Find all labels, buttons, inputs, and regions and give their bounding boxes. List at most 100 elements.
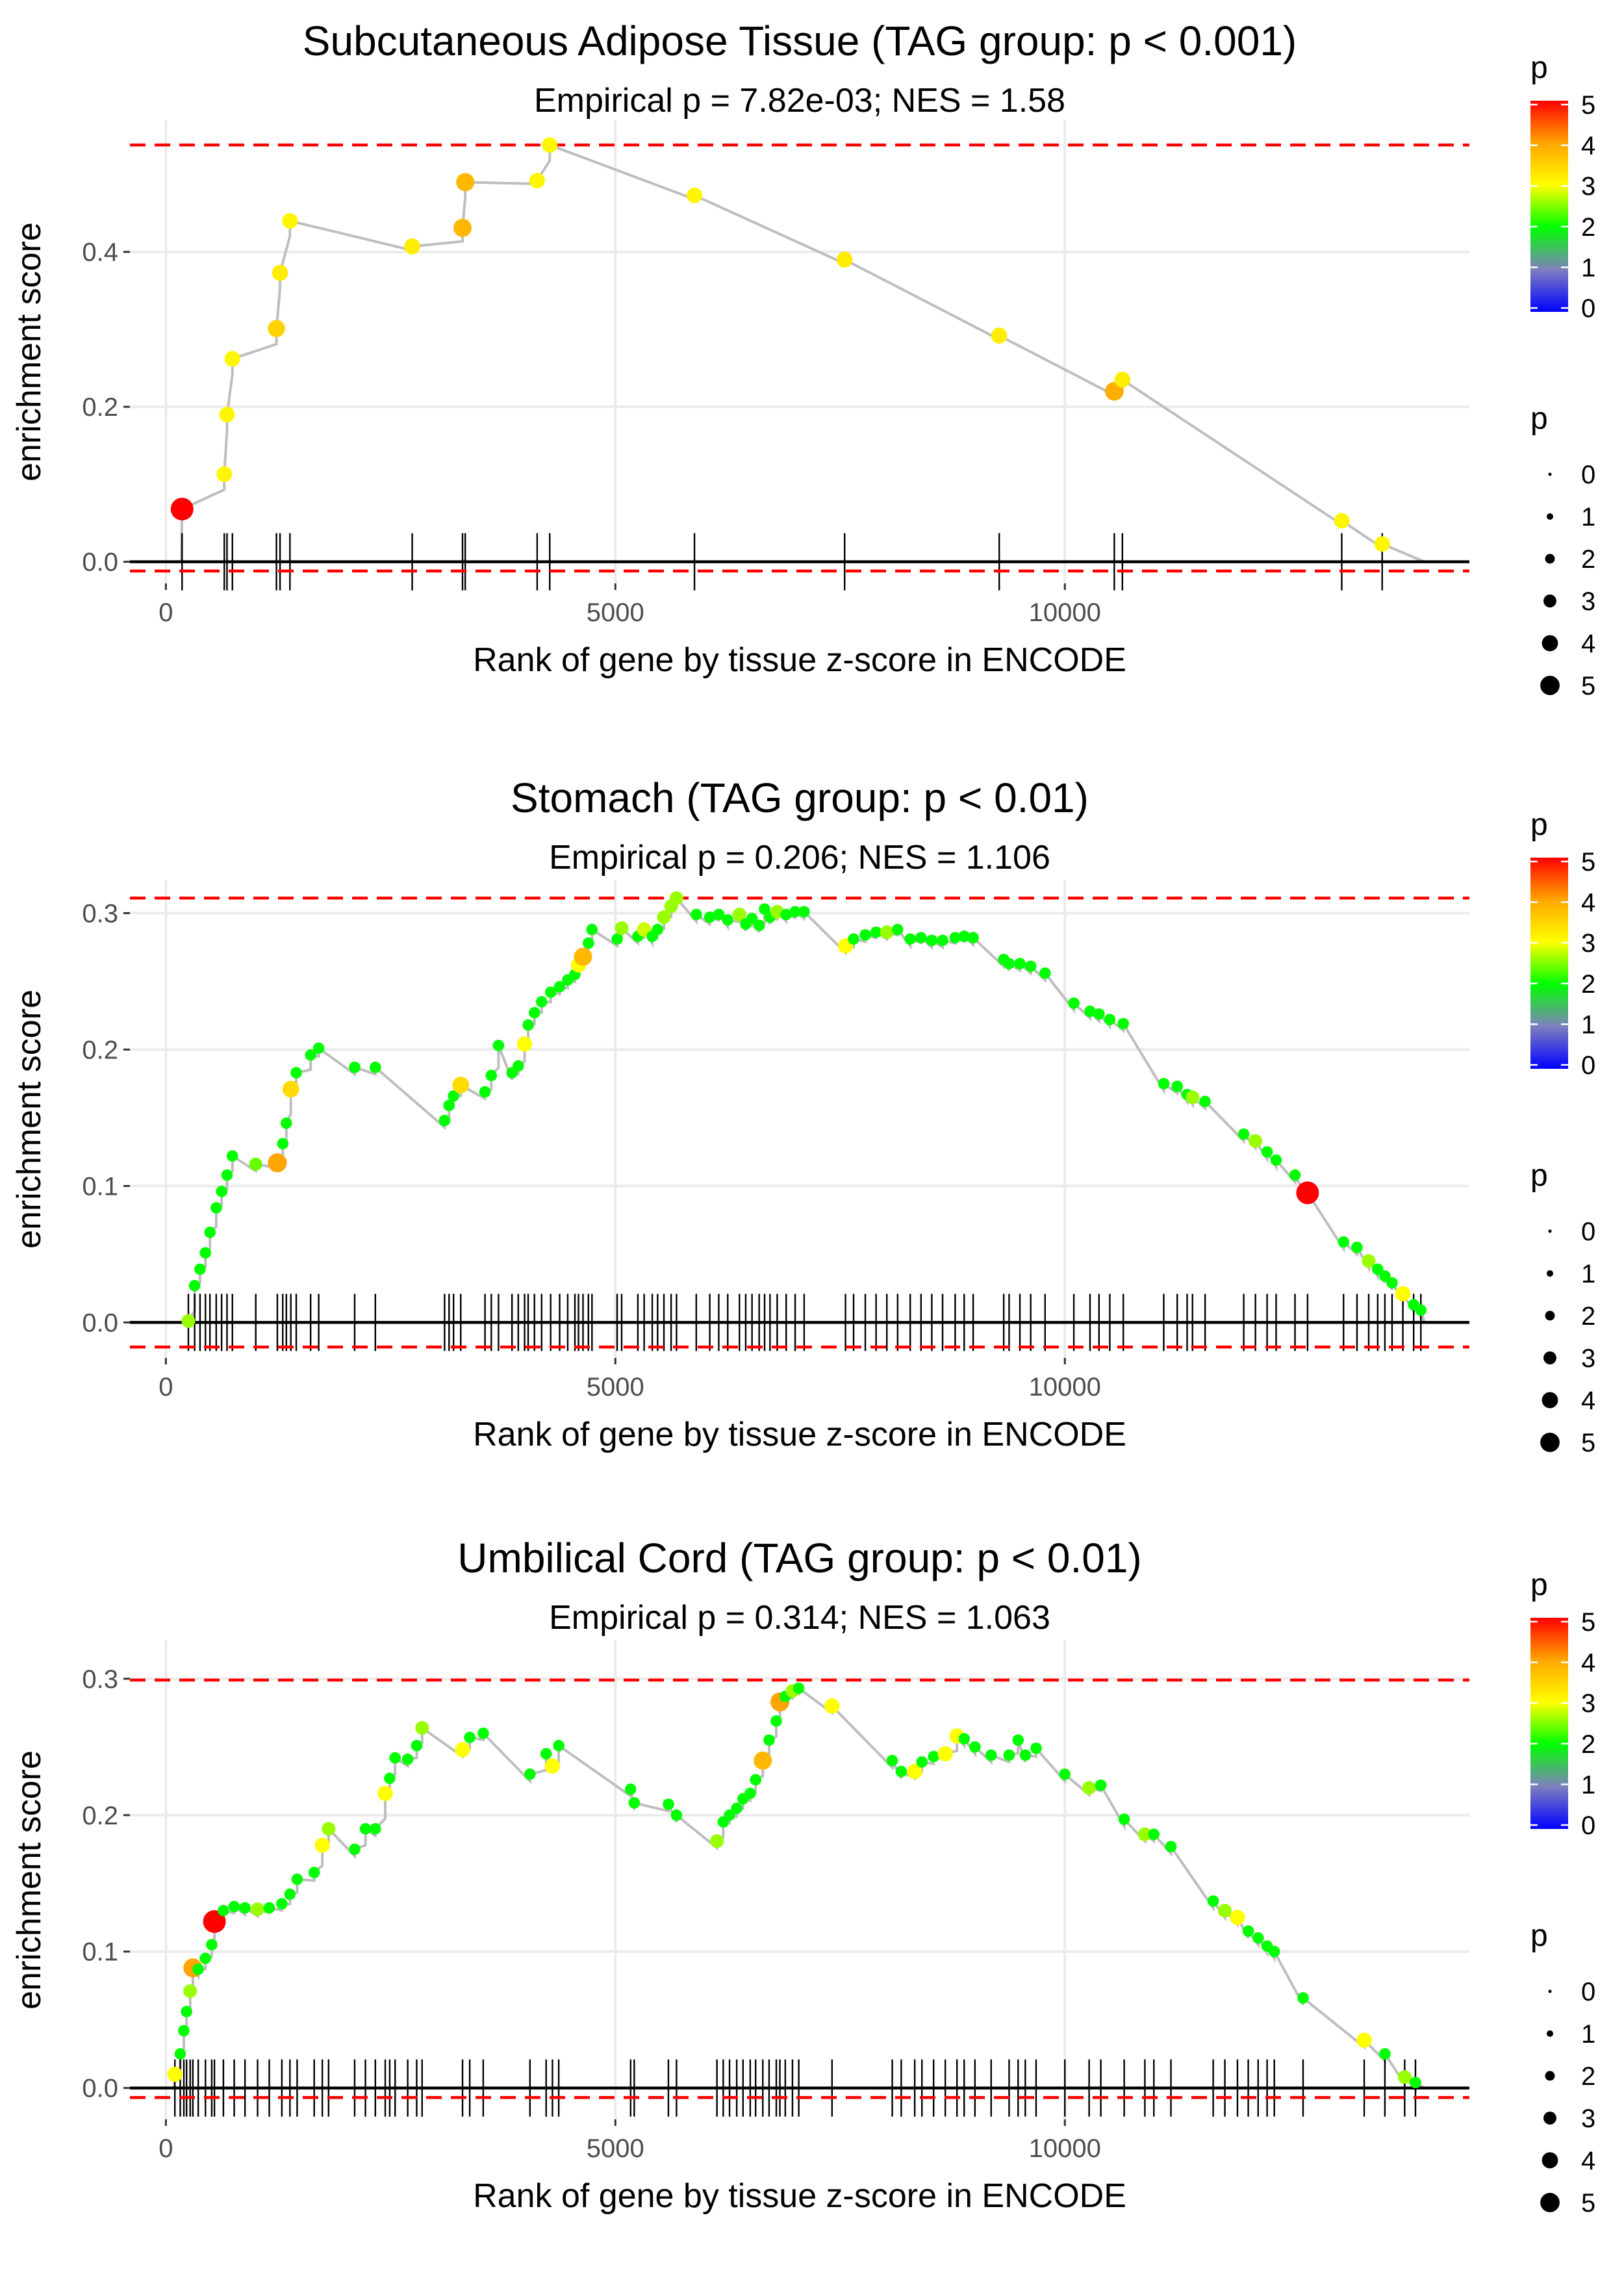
data-point bbox=[629, 1797, 641, 1809]
data-point bbox=[349, 1844, 361, 1856]
color-legend-title: p bbox=[1530, 51, 1548, 85]
data-point bbox=[192, 1963, 204, 1975]
size-legend-label: 4 bbox=[1581, 2147, 1595, 2175]
x-tick-label: 0 bbox=[159, 598, 173, 627]
data-point bbox=[892, 924, 904, 936]
data-point bbox=[282, 213, 298, 229]
size-legend-dot bbox=[1540, 2193, 1560, 2212]
panel-1: Subcutaneous Adipose Tissue (TAG group: … bbox=[10, 18, 1595, 700]
size-legend-label: 5 bbox=[1581, 1429, 1595, 1457]
data-point bbox=[175, 2048, 186, 2060]
data-point bbox=[904, 934, 916, 945]
data-point bbox=[545, 1759, 560, 1774]
chart-title: Subcutaneous Adipose Tissue (TAG group: … bbox=[303, 18, 1297, 64]
data-point bbox=[1117, 1018, 1129, 1030]
data-point bbox=[1030, 1743, 1042, 1754]
enrichment-line bbox=[174, 1689, 1425, 2089]
y-tick-label: 0.2 bbox=[82, 1036, 118, 1064]
colorbar-tick-label: 5 bbox=[1581, 848, 1595, 876]
panel-3: Umbilical Cord (TAG group: p < 0.01) Empi… bbox=[10, 1535, 1595, 2217]
data-point bbox=[360, 1823, 372, 1835]
data-point bbox=[1252, 1932, 1264, 1944]
size-legend-label: 3 bbox=[1581, 1344, 1595, 1373]
colorbar-tick-label: 3 bbox=[1581, 929, 1595, 958]
data-point bbox=[880, 925, 894, 939]
data-point bbox=[710, 1834, 724, 1848]
y-tick-label: 0.1 bbox=[82, 1172, 118, 1201]
data-point bbox=[349, 1062, 361, 1073]
data-point bbox=[1375, 536, 1390, 552]
colorbar-tick-label: 1 bbox=[1581, 1010, 1595, 1039]
y-tick-label: 0.4 bbox=[82, 238, 118, 267]
data-point bbox=[1095, 1780, 1107, 1791]
data-point bbox=[522, 1019, 534, 1031]
chart-subtitle: Empirical p = 0.206; NES = 1.106 bbox=[549, 839, 1050, 876]
data-point bbox=[1351, 1242, 1363, 1253]
data-point bbox=[1165, 1841, 1177, 1852]
data-point bbox=[928, 1751, 939, 1763]
data-point bbox=[1410, 2077, 1421, 2089]
data-point bbox=[309, 1867, 320, 1878]
data-point bbox=[486, 1070, 498, 1082]
data-point bbox=[1158, 1078, 1170, 1090]
data-point bbox=[264, 1902, 275, 1914]
data-point bbox=[1398, 2070, 1412, 2084]
figure: Subcutaneous Adipose Tissue (TAG group: … bbox=[0, 0, 1624, 2274]
x-tick-label: 5000 bbox=[587, 598, 644, 627]
size-legend-label: 1 bbox=[1581, 503, 1595, 531]
y-axis-title: enrichment score bbox=[10, 1750, 48, 2010]
data-point bbox=[199, 1952, 211, 1964]
data-point bbox=[754, 1752, 772, 1770]
data-point bbox=[1289, 1169, 1301, 1181]
colorbar-tick-label: 4 bbox=[1581, 889, 1595, 917]
size-legend-dot bbox=[1542, 1392, 1558, 1409]
data-point bbox=[529, 173, 545, 188]
data-point bbox=[268, 320, 285, 337]
data-point bbox=[199, 1247, 211, 1259]
size-legend-title: p bbox=[1530, 1158, 1548, 1193]
size-legend-dot bbox=[1548, 472, 1551, 476]
data-point bbox=[210, 1202, 222, 1214]
data-point bbox=[189, 1280, 201, 1292]
data-point bbox=[1379, 2048, 1391, 2060]
size-legend-label: 1 bbox=[1581, 2020, 1595, 2049]
data-point bbox=[455, 1742, 470, 1757]
data-point bbox=[206, 1939, 218, 1950]
panel-2: Stomach (TAG group: p < 0.01) Empirical p… bbox=[10, 774, 1595, 1457]
data-point bbox=[587, 924, 598, 936]
data-point bbox=[1262, 1146, 1273, 1158]
data-point bbox=[415, 1721, 429, 1735]
data-point bbox=[985, 1750, 997, 1761]
data-point bbox=[276, 1898, 288, 1910]
size-legend-label: 5 bbox=[1581, 2189, 1595, 2217]
enrichment-line bbox=[181, 145, 1425, 561]
data-point bbox=[439, 1115, 451, 1127]
data-point bbox=[896, 1766, 907, 1778]
size-legend-label: 0 bbox=[1581, 1218, 1595, 1246]
data-point bbox=[239, 1902, 251, 1914]
colorbar-tick-label: 2 bbox=[1581, 1730, 1595, 1759]
y-tick-label: 0.2 bbox=[82, 1802, 118, 1830]
data-point bbox=[967, 932, 979, 943]
data-point bbox=[663, 1798, 674, 1810]
data-point bbox=[216, 1186, 227, 1197]
y-tick-label: 0.0 bbox=[82, 1309, 118, 1337]
data-point bbox=[611, 934, 623, 945]
data-point bbox=[277, 1138, 289, 1150]
data-point bbox=[1020, 1750, 1032, 1761]
data-point bbox=[204, 1227, 216, 1238]
size-legend-title: p bbox=[1530, 402, 1548, 436]
size-legend-label: 2 bbox=[1581, 545, 1595, 574]
data-point bbox=[453, 219, 472, 237]
data-point bbox=[452, 1077, 469, 1093]
colorbar-tick-label: 5 bbox=[1581, 91, 1595, 120]
colorbar bbox=[1530, 858, 1568, 1069]
data-point bbox=[1334, 513, 1350, 528]
y-tick-label: 0.3 bbox=[82, 1665, 118, 1694]
data-point bbox=[370, 1823, 381, 1835]
data-point bbox=[389, 1752, 401, 1764]
size-legend-dot bbox=[1548, 1989, 1551, 1993]
data-point bbox=[220, 407, 235, 422]
data-point bbox=[283, 1080, 299, 1097]
size-legend-dot bbox=[1547, 1270, 1553, 1277]
